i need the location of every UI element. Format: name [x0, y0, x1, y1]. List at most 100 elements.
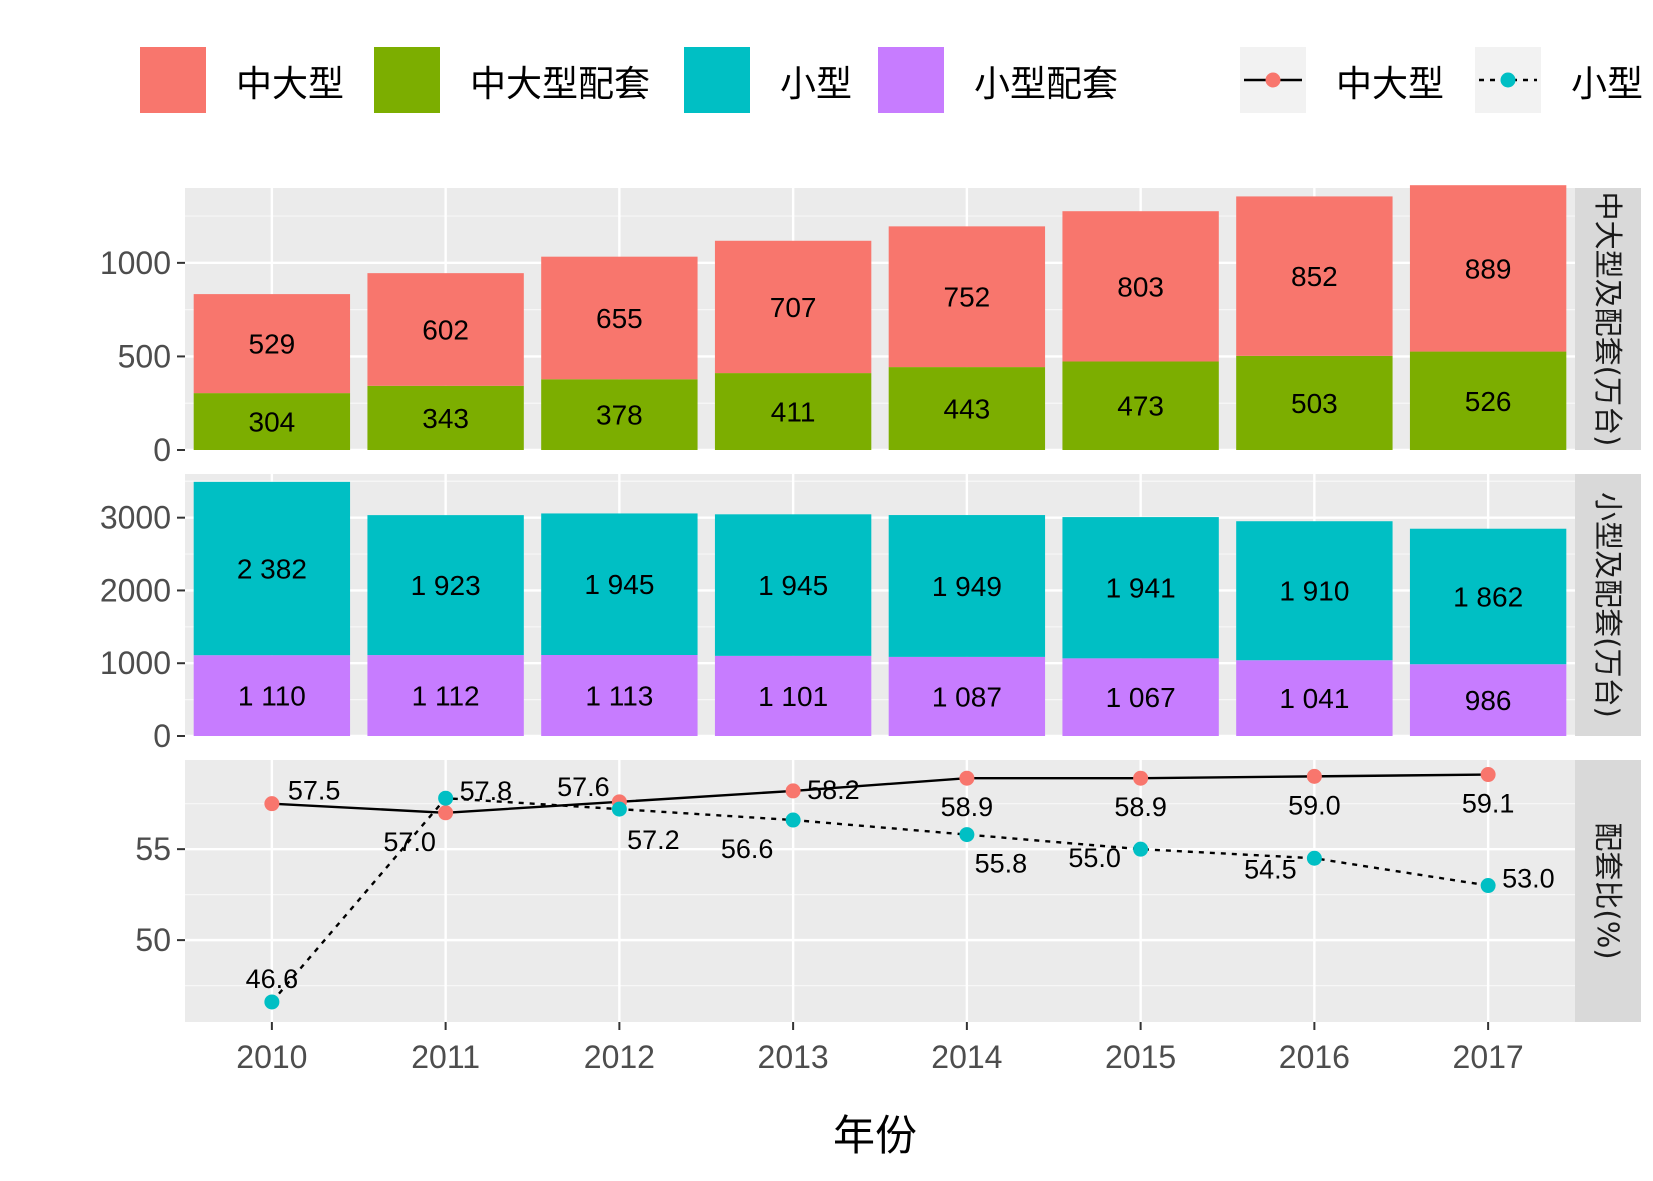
bar-label: 1 112 — [412, 681, 480, 712]
y-tick-label: 1000 — [100, 245, 171, 281]
bar-中大型-2013 — [714, 240, 872, 374]
x-tick-label: 2015 — [1105, 1039, 1176, 1075]
point-label: 57.0 — [383, 827, 436, 857]
legend-label-small_assembly: 小型配套 — [974, 64, 1118, 105]
point-小型-2013 — [785, 812, 801, 828]
point-中大型-2017 — [1480, 767, 1496, 783]
bar-中大型配套-2011 — [367, 385, 524, 450]
point-label: 55.0 — [1068, 843, 1121, 873]
bar-label: 378 — [596, 400, 643, 431]
bar-label: 752 — [944, 282, 991, 313]
bar-小型配套-2011 — [367, 655, 524, 736]
y-tick-label: 1000 — [100, 645, 171, 681]
bar-label: 1 041 — [1279, 683, 1349, 714]
x-axis: 2010 2011 2012 2013 2014 2015 2016 2017 — [236, 1022, 1524, 1075]
bar-label: 1 862 — [1453, 581, 1523, 612]
bar-小型-2015 — [1062, 517, 1219, 659]
bar-中大型-2015 — [1062, 211, 1219, 362]
point-中大型-2015 — [1133, 770, 1149, 786]
point-中大型-2011 — [438, 805, 454, 821]
bar-label: 1 110 — [238, 681, 306, 712]
facet-strip — [1575, 760, 1641, 1022]
panel-2: 0 1000 2000 3000 小型及配套(万台) 1 110 2 382 1 112 1 9… — [100, 474, 1641, 754]
point-中大型-2010 — [264, 796, 280, 812]
point-小型-2015 — [1133, 841, 1149, 857]
legend-label-large_assembly: 中大型配套 — [470, 64, 650, 105]
bar-小型配套-2015 — [1062, 658, 1219, 736]
legend-label-small_ratio: 小型 — [1571, 64, 1643, 105]
point-label: 58.9 — [1114, 792, 1167, 822]
bar-中大型配套-2016 — [1236, 355, 1393, 450]
bar-label: 655 — [596, 303, 643, 334]
bar-中大型配套-2010 — [193, 393, 351, 450]
bar-label: 343 — [422, 403, 469, 434]
bar-小型-2010 — [193, 481, 351, 656]
point-中大型-2014 — [959, 770, 975, 786]
bar-中大型配套-2017 — [1409, 351, 1567, 450]
point-label: 57.5 — [288, 776, 341, 806]
bar-label: 1 949 — [932, 571, 1002, 602]
legend-point-large_ratio — [1265, 72, 1281, 88]
panel-background — [185, 760, 1575, 1022]
bar-中大型-2016 — [1236, 196, 1393, 356]
point-小型-2017 — [1480, 878, 1496, 894]
bar-中大型-2012 — [541, 256, 698, 380]
bar-label: 1 945 — [758, 570, 828, 601]
y-tick-label: 2000 — [100, 572, 171, 608]
legend-label-small_main: 小型 — [780, 64, 852, 105]
bar-label: 503 — [1291, 388, 1338, 419]
series-line-中大型 — [271, 773, 1489, 814]
legend-key-small_assembly — [878, 47, 944, 113]
bar-小型-2014 — [888, 515, 1046, 657]
bar-label: 304 — [249, 407, 296, 438]
bar-label: 852 — [1291, 261, 1338, 292]
point-label: 53.0 — [1502, 864, 1555, 894]
legend-key-large_main — [140, 47, 206, 113]
panel-3: 50 55 配套比(%) 57.5 46.6 57.0 57.8 57.6 57.2 58.2 56… — [135, 760, 1641, 1022]
point-小型-2012 — [611, 801, 627, 817]
bar-中大型配套-2015 — [1062, 361, 1219, 450]
bar-label: 707 — [770, 292, 817, 323]
y-tick-label: 50 — [135, 922, 171, 958]
bar-label: 1 945 — [584, 569, 654, 600]
y-tick-label: 500 — [118, 338, 171, 374]
bar-中大型配套-2013 — [714, 373, 872, 450]
y-tick-label: 55 — [135, 831, 171, 867]
point-label: 57.8 — [460, 776, 513, 806]
facet-strip-label: 小型及配套(万台) — [1591, 492, 1625, 718]
point-小型-2011 — [438, 790, 454, 806]
bar-label: 529 — [249, 329, 296, 360]
bar-label: 411 — [771, 397, 816, 428]
bar-label: 889 — [1465, 253, 1512, 284]
x-tick-label: 2013 — [758, 1039, 829, 1075]
x-axis-title: 年份 — [833, 1111, 917, 1160]
bar-中大型-2010 — [193, 294, 351, 394]
point-label: 56.6 — [721, 834, 774, 864]
bar-label: 1 923 — [411, 570, 481, 601]
bar-label: 1 113 — [585, 680, 653, 711]
legend-point-small_ratio — [1500, 72, 1516, 88]
bar-中大型-2017 — [1409, 185, 1567, 352]
point-中大型-2013 — [785, 783, 801, 799]
y-tick-label: 0 — [153, 718, 171, 754]
bar-小型-2011 — [367, 515, 524, 656]
bar-label: 986 — [1465, 685, 1512, 716]
bar-小型配套-2012 — [541, 654, 698, 736]
x-tick-label: 2016 — [1279, 1039, 1350, 1075]
bar-中大型-2014 — [888, 226, 1046, 368]
bar-小型-2016 — [1236, 521, 1393, 661]
x-tick-label: 2014 — [931, 1039, 1002, 1075]
point-label: 59.0 — [1288, 790, 1341, 820]
point-label: 55.8 — [975, 849, 1028, 879]
x-tick-label: 2012 — [584, 1039, 655, 1075]
bar-label: 1 910 — [1279, 576, 1349, 607]
facet-strip-label: 中大型及配套(万台) — [1591, 192, 1625, 447]
bar-小型配套-2017 — [1409, 664, 1567, 736]
legend-key-large_assembly — [374, 47, 440, 113]
bar-label: 803 — [1117, 271, 1164, 302]
point-label: 58.2 — [807, 775, 860, 805]
bar-label: 526 — [1465, 386, 1512, 417]
bar-小型-2017 — [1409, 528, 1567, 665]
